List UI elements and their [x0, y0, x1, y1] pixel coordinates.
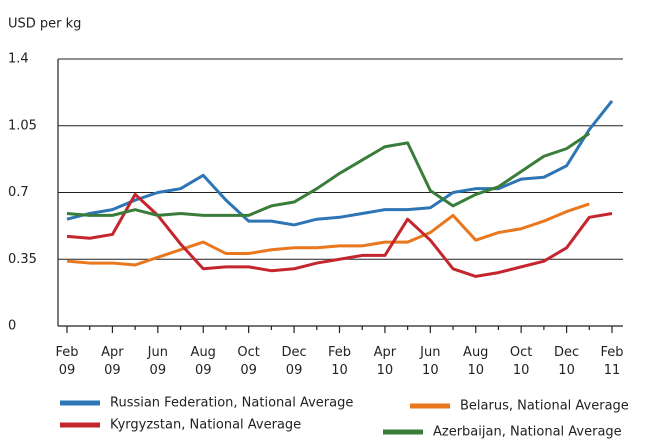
- x-tick-label: Feb 09: [55, 345, 78, 378]
- y-tick-label: 0.7: [8, 185, 29, 200]
- x-tick-label: Jun 09: [147, 345, 168, 378]
- y-tick-label: 1.4: [8, 52, 29, 67]
- y-tick-label: 0.35: [8, 252, 37, 267]
- x-tick-label: Apr 09: [101, 345, 124, 378]
- legend-label: Azerbaijan, National Average: [433, 425, 622, 440]
- x-tick-label: Aug 09: [191, 345, 216, 378]
- line: [66, 202, 590, 267]
- x-tick-label: Oct 10: [510, 345, 532, 378]
- y-tick-label: 1.05: [8, 118, 37, 133]
- x-tick-label: Feb 11: [600, 345, 623, 378]
- line: [66, 100, 614, 227]
- x-tick-label: Dec 10: [554, 345, 579, 378]
- legend-label: Belarus, National Average: [460, 399, 629, 414]
- legend-label: Russian Federation, National Average: [110, 396, 353, 411]
- x-tick-label: Dec 09: [282, 345, 307, 378]
- line: [66, 132, 591, 217]
- x-tick-label: Feb 10: [328, 345, 351, 378]
- x-tick-label: Oct 09: [237, 345, 259, 378]
- x-tick-label: Apr 10: [374, 345, 397, 378]
- line: [66, 192, 613, 278]
- x-tick-label: Jun 10: [419, 345, 440, 378]
- x-tick-label: Aug 10: [463, 345, 488, 378]
- y-axis-label: USD per kg: [8, 17, 81, 32]
- legend-label: Kyrgyzstan, National Average: [110, 418, 301, 433]
- y-tick-label: 0: [8, 319, 16, 334]
